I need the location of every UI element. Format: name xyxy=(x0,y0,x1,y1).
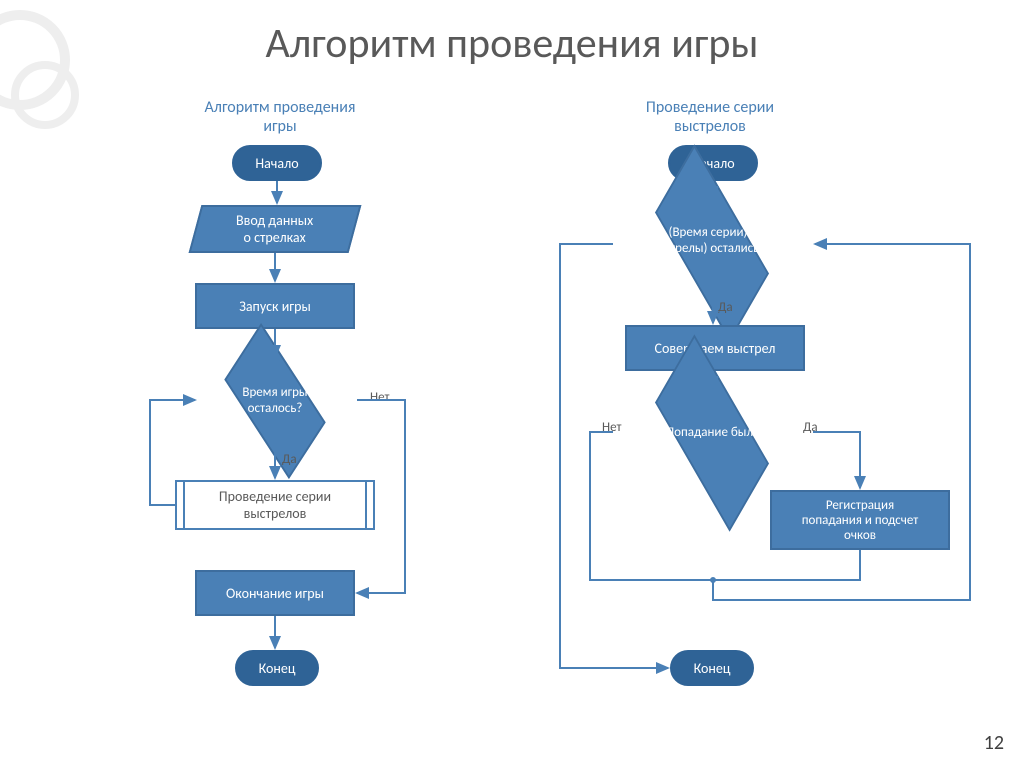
left-launch: Запуск игры xyxy=(195,283,355,329)
left-yes-label: Да xyxy=(282,452,297,467)
right-d2-yes: Да xyxy=(803,420,818,435)
left-subtitle: Алгоритм проведения игры xyxy=(190,98,370,136)
flowchart-arrows xyxy=(0,0,1024,767)
left-end: Конец xyxy=(235,650,319,686)
slide-title: Алгоритм проведения игры xyxy=(0,18,1024,69)
right-shot: Совершаем выстрел xyxy=(625,325,805,371)
left-input: Ввод данных о стрелках xyxy=(189,205,362,253)
page-number: 12 xyxy=(984,731,1004,755)
left-subprocess: Проведение серии выстрелов xyxy=(175,480,375,530)
left-finish: Окончание игры xyxy=(195,570,355,616)
right-d1-yes: Да xyxy=(718,300,733,315)
right-end: Конец xyxy=(670,650,754,686)
left-start: Начало xyxy=(232,145,322,181)
left-no-label: Нет xyxy=(370,390,390,405)
left-decision xyxy=(224,323,325,479)
right-register: Регистрация попадания и подсчет очков xyxy=(770,490,950,550)
right-d2-no: Нет xyxy=(602,420,622,435)
right-subtitle: Проведение серии выстрелов xyxy=(610,98,810,136)
